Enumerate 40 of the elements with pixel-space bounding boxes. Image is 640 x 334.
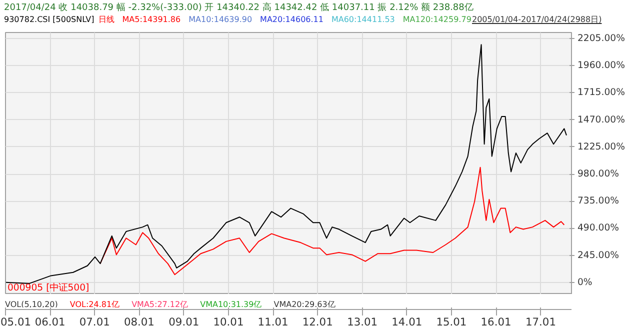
y-tick-label: 980.00%: [578, 168, 620, 180]
text: VMA5:27.12亿: [132, 300, 188, 309]
x-tick-label: 15.01: [436, 316, 467, 328]
x-tick-label: 16.01: [480, 316, 512, 328]
text: MA10:14639.90: [188, 15, 252, 24]
x-tick-label: 13.01: [347, 316, 378, 328]
text: MA20:14606.11: [260, 15, 324, 24]
y-tick-label: 735.00%: [578, 196, 620, 207]
x-tick-label: 07.01: [79, 316, 110, 328]
x-tick-label: 09.01: [168, 316, 200, 328]
text: 日线: [98, 15, 114, 24]
line-series: [6, 44, 567, 284]
y-tick-label: 0%: [578, 276, 592, 288]
text: 000905 [中证500]: [8, 282, 90, 294]
x-tick-label: 17.01: [525, 316, 556, 328]
chart-title: 2017/04/24 收 14038.79 幅 -2.32%(-333.00) 开 14340.22 高 14342.42 低 14037.11 振 2.12% 额 238.88亿: [4, 2, 474, 14]
y-tick-label: 490.00%: [578, 222, 620, 234]
y-tick-label: 1225.00%: [578, 141, 626, 152]
text: 930782.CSI [500SNLV]: [4, 15, 94, 24]
x-tick-label: 08.01: [124, 316, 154, 328]
x-tick-label: 06.01: [34, 316, 66, 328]
text: VOL:24.81亿: [70, 300, 120, 309]
chart-subtitle: 2005/01/04-2017/04/24(2988日): [472, 14, 602, 26]
y-tick-label: 2205.00%: [578, 33, 626, 44]
y-tick-label: 1960.00%: [578, 60, 626, 72]
x-tick-label: 14.01: [392, 316, 422, 328]
text: VMA20:29.63亿: [274, 300, 336, 309]
text: MA120:14259.79: [402, 15, 472, 24]
x-tick-label: 10.01: [213, 316, 244, 328]
x-tick-label: 11.01: [258, 316, 288, 328]
line-series: [100, 166, 565, 276]
x-tick-label: 12.01: [302, 316, 333, 328]
text: VOL(5,10,20): [5, 300, 58, 309]
text: MA5:14391.86: [122, 15, 181, 24]
y-tick-label: 245.00%: [578, 250, 620, 261]
text: VMA10:31.39亿: [200, 300, 262, 309]
text: MA60:14411.53: [331, 15, 395, 24]
x-tick-label: 05.01: [0, 316, 32, 328]
y-tick-label: 1715.00%: [578, 87, 626, 98]
y-tick-label: 1470.00%: [578, 114, 626, 126]
